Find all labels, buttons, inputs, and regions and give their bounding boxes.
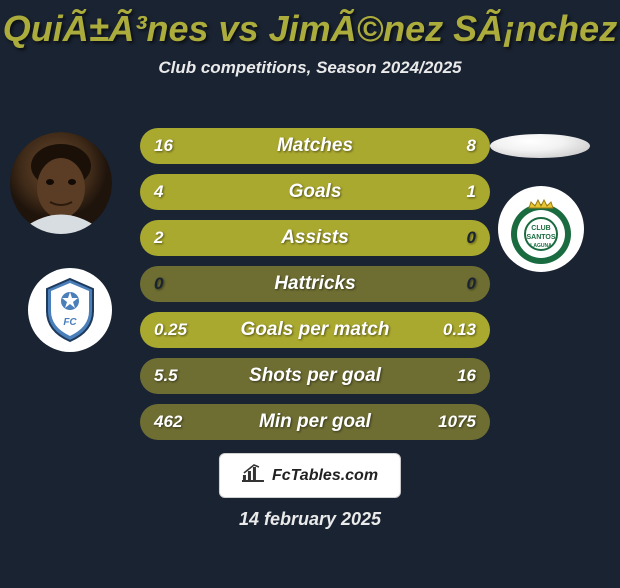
- stat-value-right: 0: [467, 274, 476, 294]
- stat-row: 0.25 Goals per match 0.13: [140, 312, 490, 348]
- stat-value-right: 16: [457, 366, 476, 386]
- stat-value-left: 462: [154, 412, 182, 432]
- stat-label: Assists: [281, 227, 349, 249]
- svg-text:CLUB: CLUB: [531, 225, 550, 232]
- stat-value-right: 1: [467, 182, 476, 202]
- stat-value-right: 0: [467, 228, 476, 248]
- stat-label: Min per goal: [259, 411, 371, 433]
- player-avatar-left: [10, 132, 112, 234]
- stat-row: 16 Matches 8: [140, 128, 490, 164]
- stat-label: Matches: [277, 135, 353, 157]
- stat-value-left: 2: [154, 228, 163, 248]
- stat-value-right: 8: [467, 136, 476, 156]
- stat-label: Hattricks: [274, 273, 355, 295]
- svg-text:SANTOS: SANTOS: [526, 234, 555, 241]
- stat-row: 0 Hattricks 0: [140, 266, 490, 302]
- stats-table: 16 Matches 8 4 Goals 1 2 Assists 0 0 Hattricks 0 0.2…: [140, 128, 490, 450]
- stat-label: Goals: [289, 181, 342, 203]
- stat-value-left: 0.25: [154, 320, 187, 340]
- chart-icon: [242, 464, 264, 487]
- footer-date: 14 february 2025: [239, 509, 381, 530]
- club-logo-right: CLUB SANTOS LAGUNA: [498, 186, 584, 272]
- stat-value-left: 4: [154, 182, 163, 202]
- page-title: QuiÃ±Ã³nes vs JimÃ©nez SÃ¡nchez: [0, 8, 620, 50]
- svg-text:LAGUNA: LAGUNA: [530, 243, 552, 249]
- stat-label: Goals per match: [241, 319, 390, 341]
- stat-value-right: 1075: [438, 412, 476, 432]
- club-logo-left: FC: [28, 268, 112, 352]
- stat-value-left: 16: [154, 136, 173, 156]
- placeholder-ellipse-right: [490, 134, 590, 158]
- stat-row: 462 Min per goal 1075: [140, 404, 490, 440]
- brand-text: FcTables.com: [272, 467, 378, 485]
- footer-brand-badge: FcTables.com: [219, 453, 401, 498]
- stat-value-left: 0: [154, 274, 163, 294]
- svg-text:FC: FC: [63, 317, 77, 328]
- stat-value-left: 5.5: [154, 366, 178, 386]
- stat-row: 4 Goals 1: [140, 174, 490, 210]
- stat-row: 5.5 Shots per goal 16: [140, 358, 490, 394]
- subtitle: Club competitions, Season 2024/2025: [0, 58, 620, 78]
- stat-row: 2 Assists 0: [140, 220, 490, 256]
- stat-label: Shots per goal: [249, 365, 381, 387]
- stat-value-right: 0.13: [443, 320, 476, 340]
